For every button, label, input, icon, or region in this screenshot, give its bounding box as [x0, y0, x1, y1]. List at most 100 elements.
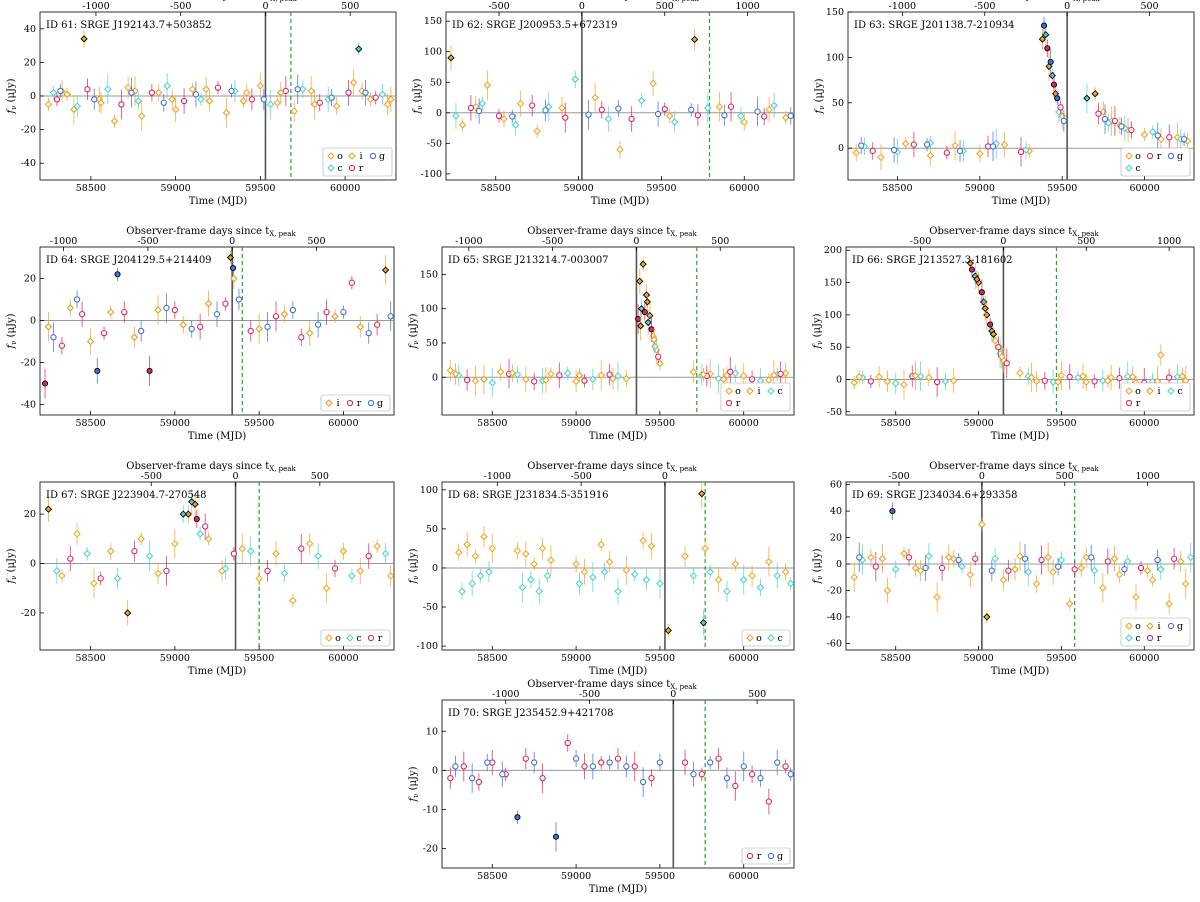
data-point: [452, 112, 460, 120]
data-point: [855, 373, 864, 381]
data-point: [944, 553, 953, 562]
y-axis-label-sub: ν: [412, 576, 420, 580]
data-point: [246, 547, 255, 555]
data-point: [642, 575, 651, 584]
top-axis-label: Observer-frame days since tX, peak: [126, 226, 296, 238]
top-tick-label: -500: [974, 1, 995, 12]
y-tick-label: -20: [21, 358, 36, 369]
x-tick-label: 59500: [244, 653, 274, 664]
legend-frame: [320, 394, 391, 412]
data-point: [701, 544, 709, 553]
data-point: [273, 98, 282, 107]
data-point: [331, 565, 339, 572]
legend-label: c: [356, 633, 361, 644]
data-point: [535, 587, 543, 596]
data-point: [1149, 128, 1157, 136]
data-point: [719, 375, 728, 384]
legend-marker: [327, 164, 335, 172]
y-axis-label-sub: ν: [816, 576, 824, 580]
data-point: [911, 371, 920, 380]
data-point: [372, 94, 379, 101]
data-point: [289, 306, 297, 314]
data-point: [527, 575, 535, 584]
y-tick-label: 0: [30, 316, 36, 327]
series-o: [447, 28, 790, 159]
data-point: [981, 304, 989, 313]
legend-label: i: [1157, 621, 1160, 632]
data-point: [781, 369, 790, 377]
plot-area: [40, 12, 396, 180]
data-point: [1049, 568, 1057, 576]
y-tick-label: 50: [830, 342, 842, 353]
data-point: [522, 375, 530, 384]
data-point: [222, 300, 229, 307]
legend-marker: [325, 399, 333, 407]
data-point: [765, 105, 773, 114]
top-tick-label: 0: [1064, 1, 1070, 12]
data-point: [280, 310, 289, 318]
data-point: [1000, 140, 1009, 149]
data-point: [614, 372, 622, 380]
data-point: [670, 118, 679, 126]
data-point: [484, 759, 491, 766]
legend-label: c: [337, 163, 342, 174]
top-tick-label: -500: [488, 1, 509, 12]
data-point: [1083, 94, 1091, 102]
data-point: [564, 739, 571, 747]
data-point: [552, 833, 560, 840]
y-axis-label-f: f: [412, 108, 423, 115]
legend-marker: [1125, 634, 1133, 642]
top-tick-label: 0: [670, 689, 676, 700]
top-axis-label-sub: X, peak: [670, 465, 697, 473]
data-point: [480, 375, 488, 384]
data-point: [644, 318, 652, 327]
top-tick-label: 500: [711, 236, 729, 247]
x-axis-label: Time (MJD): [589, 431, 648, 442]
data-point: [542, 107, 549, 114]
data-point: [355, 45, 363, 53]
data-point: [1186, 553, 1194, 562]
data-point: [226, 253, 235, 262]
x-tick-label: 58500: [76, 183, 106, 194]
data-point: [86, 337, 95, 346]
data-point: [958, 562, 966, 571]
data-point: [205, 97, 214, 105]
data-point: [698, 490, 706, 498]
data-point: [107, 308, 115, 316]
data-point: [543, 571, 552, 580]
data-point: [765, 557, 773, 566]
data-point: [891, 565, 900, 574]
y-axis-label: fν (μJy): [6, 313, 18, 349]
data-point: [995, 344, 1002, 351]
data-point: [356, 567, 365, 575]
data-point: [148, 89, 156, 96]
data-point: [1178, 372, 1187, 381]
data-point: [901, 139, 910, 148]
data-point: [883, 377, 892, 386]
x-axis-label: Time (MJD): [589, 884, 648, 895]
data-point: [1118, 123, 1125, 130]
x-tick-label: 60000: [729, 871, 759, 882]
data-point: [522, 755, 529, 762]
y-tick-label: -50: [423, 602, 438, 613]
data-point: [131, 548, 138, 555]
data-point: [314, 321, 322, 328]
data-point: [49, 88, 58, 97]
y-axis-label-sub: ν: [816, 341, 824, 345]
data-point: [345, 89, 352, 96]
data-point: [381, 549, 390, 558]
x-tick-label: 58500: [477, 418, 507, 429]
y-axis-label-f: f: [408, 796, 419, 803]
x-tick-label: 59000: [160, 418, 190, 429]
data-point: [202, 523, 209, 530]
data-point: [635, 315, 642, 323]
data-point: [943, 149, 951, 156]
data-point: [636, 277, 644, 285]
data-point: [530, 560, 538, 568]
data-point: [732, 782, 739, 790]
panel-title: ID 61: SRGE J192143.7+503852: [46, 20, 212, 31]
data-point: [229, 264, 237, 272]
data-point: [323, 308, 330, 316]
data-point: [1050, 81, 1058, 88]
